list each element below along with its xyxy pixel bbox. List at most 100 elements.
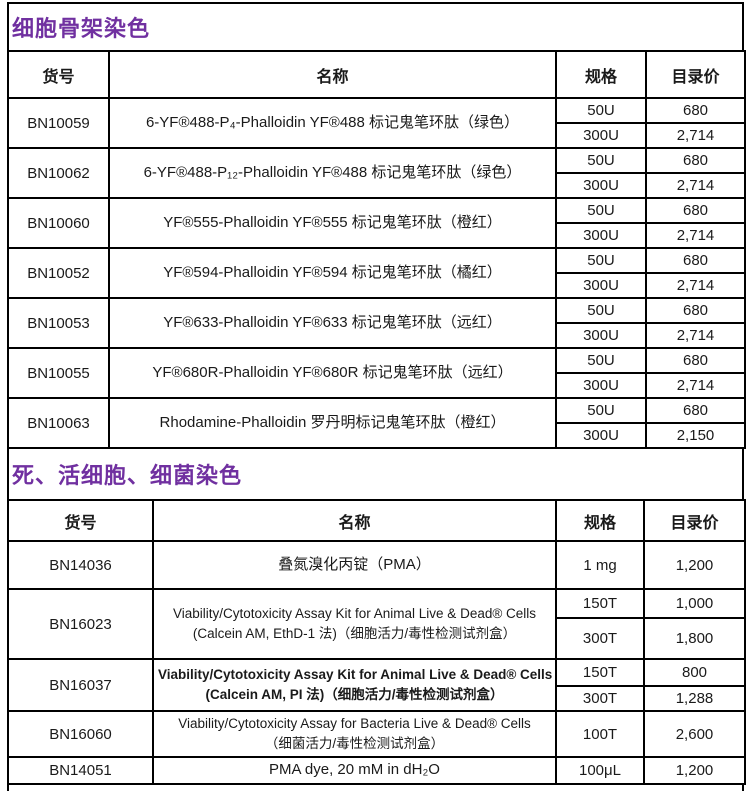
live-dead-staining-table: 货号 名称 规格 目录价 BN14036 叠氮溴化丙锭（PMA） 1 mg 1,… [7,499,746,785]
name-cell: YF®680R-Phalloidin YF®680R 标记鬼笔环肽（远红） [108,347,557,399]
price-cell: 680 [645,197,746,224]
page-frame-bottom [7,785,744,791]
table-subrow: 300U 2,150 [8,422,746,449]
price-cell: 680 [645,97,746,124]
price-cell: 2,714 [645,372,746,399]
column-header-name: 名称 [152,499,557,542]
price-cell: 2,714 [645,172,746,199]
spec-cell: 50U [555,97,647,124]
spec-cell: 50U [555,147,647,174]
spec-cell: 300T [555,685,645,712]
spec-cell: 300T [555,617,645,660]
catalog-cell: BN16023 [7,588,154,660]
spec-cell: 100μL [555,756,645,785]
price-cell: 2,714 [645,222,746,249]
table-subrow: 300U 2,714 [8,222,746,249]
spec-cell: 150T [555,658,645,687]
product-name: 6-YF®488-P₁₂-Phalloidin YF®488 标记鬼笔环肽（绿色… [143,163,522,181]
price-cell: 680 [645,297,746,324]
name-cell: 6-YF®488-P₁₂-Phalloidin YF®488 标记鬼笔环肽（绿色… [108,147,557,199]
name-cell: YF®555-Phalloidin YF®555 标记鬼笔环肽（橙红） [108,197,557,249]
table-subrow: 300U 2,714 [8,372,746,399]
catalog-cell: BN10063 [7,397,110,449]
spec-cell: 50U [555,397,647,424]
name-cell: Viability/Cytotoxicity Assay Kit for Ani… [152,658,557,712]
table-subrow: 300U 2,714 [8,122,746,149]
catalog-cell: BN10053 [7,297,110,349]
spec-cell: 300U [555,322,647,349]
product-name-line2: (Calcein AM, EthD-1 法)（细胞活力/毒性检测试剂盒） [192,626,517,641]
product-name-line1: Viability/Cytotoxicity Assay Kit for Ani… [172,605,537,621]
table-row: BN10055 YF®680R-Phalloidin YF®680R 标记鬼笔环… [7,347,746,399]
price-cell: 800 [643,658,746,687]
catalog-cell: BN14036 [7,540,154,590]
table-subrow: 300U 2,714 [8,322,746,349]
product-name: YF®594-Phalloidin YF®594 标记鬼笔环肽（橘红） [163,263,502,281]
catalog-cell: BN14051 [7,756,154,785]
catalog-cell: BN16060 [7,710,154,758]
table-row: BN10063 Rhodamine-Phalloidin 罗丹明标记鬼笔环肽（橙… [7,397,746,449]
name-cell: Rhodamine-Phalloidin 罗丹明标记鬼笔环肽（橙红） [108,397,557,449]
price-cell: 2,714 [645,122,746,149]
table-row: BN10059 6-YF®488-P₄-Phalloidin YF®488 标记… [7,97,746,149]
table-row: BN10052 YF®594-Phalloidin YF®594 标记鬼笔环肽（… [7,247,746,299]
table-subrow: 300U 2,714 [8,172,746,199]
column-header-spec: 规格 [555,499,645,542]
column-header-price: 目录价 [645,50,746,99]
table-row: BN10060 YF®555-Phalloidin YF®555 标记鬼笔环肽（… [7,197,746,249]
column-header-catalog: 货号 [7,499,154,542]
name-cell: YF®594-Phalloidin YF®594 标记鬼笔环肽（橘红） [108,247,557,299]
price-cell: 2,714 [645,322,746,349]
column-header-catalog: 货号 [7,50,110,99]
table-subrow: 300T 1,800 [8,617,746,660]
product-name-line2: (Calcein AM, PI 法)（细胞活力/毒性检测试剂盒） [205,687,504,702]
price-cell: 680 [645,147,746,174]
table-header-row: 货号 名称 规格 目录价 [7,50,746,99]
table-header-row: 货号 名称 规格 目录价 [7,499,746,542]
table-row: BN10053 YF®633-Phalloidin YF®633 标记鬼笔环肽（… [7,297,746,349]
table-row: BN10062 6-YF®488-P₁₂-Phalloidin YF®488 标… [7,147,746,199]
price-list-page: 细胞骨架染色 货号 名称 规格 目录价 BN10059 6-YF®488-P₄-… [7,2,746,791]
spec-cell: 300U [555,422,647,449]
spec-cell: 300U [555,372,647,399]
column-header-price: 目录价 [643,499,746,542]
price-cell: 1,200 [643,540,746,590]
table-row: BN16037 Viability/Cytotoxicity Assay Kit… [7,658,746,712]
product-name-line1: Viability/Cytotoxicity Assay for Bacteri… [178,715,531,731]
section-title-cytoskeleton: 细胞骨架染色 [7,2,744,50]
catalog-cell: BN10052 [7,247,110,299]
catalog-cell: BN10055 [7,347,110,399]
product-name: YF®680R-Phalloidin YF®680R 标记鬼笔环肽（远红） [152,363,513,381]
catalog-cell: BN10059 [7,97,110,149]
name-cell: Viability/Cytotoxicity Assay for Bacteri… [152,710,557,758]
table-row: BN14036 叠氮溴化丙锭（PMA） 1 mg 1,200 [7,540,746,590]
spec-cell: 150T [555,588,645,619]
name-cell: 6-YF®488-P₄-Phalloidin YF®488 标记鬼笔环肽（绿色） [108,97,557,149]
price-cell: 2,600 [643,710,746,758]
product-name: Rhodamine-Phalloidin 罗丹明标记鬼笔环肽（橙红） [159,413,506,431]
table-subrow: 300T 1,288 [8,685,746,712]
cytoskeleton-staining-table: 货号 名称 规格 目录价 BN10059 6-YF®488-P₄-Phalloi… [7,50,746,449]
product-name: YF®633-Phalloidin YF®633 标记鬼笔环肽（远红） [163,313,502,331]
catalog-cell: BN10062 [7,147,110,199]
name-cell: Viability/Cytotoxicity Assay Kit for Ani… [152,588,557,660]
product-name: PMA dye, 20 mM in dH₂O [269,761,440,779]
price-cell: 680 [645,397,746,424]
section-title-live-dead: 死、活细胞、细菌染色 [7,449,744,499]
product-name: 6-YF®488-P₄-Phalloidin YF®488 标记鬼笔环肽（绿色） [145,113,520,131]
price-cell: 1,000 [643,588,746,619]
spec-cell: 1 mg [555,540,645,590]
table-row: BN14051 PMA dye, 20 mM in dH₂O 100μL 1,2… [7,756,746,785]
spec-cell: 300U [555,272,647,299]
price-cell: 2,714 [645,272,746,299]
spec-cell: 300U [555,222,647,249]
product-name: YF®555-Phalloidin YF®555 标记鬼笔环肽（橙红） [163,213,502,231]
table-subrow: 300U 2,714 [8,272,746,299]
name-cell: YF®633-Phalloidin YF®633 标记鬼笔环肽（远红） [108,297,557,349]
price-cell: 680 [645,347,746,374]
spec-cell: 50U [555,197,647,224]
spec-cell: 50U [555,347,647,374]
spec-cell: 300U [555,172,647,199]
table-row: BN16060 Viability/Cytotoxicity Assay for… [7,710,746,758]
spec-cell: 300U [555,122,647,149]
